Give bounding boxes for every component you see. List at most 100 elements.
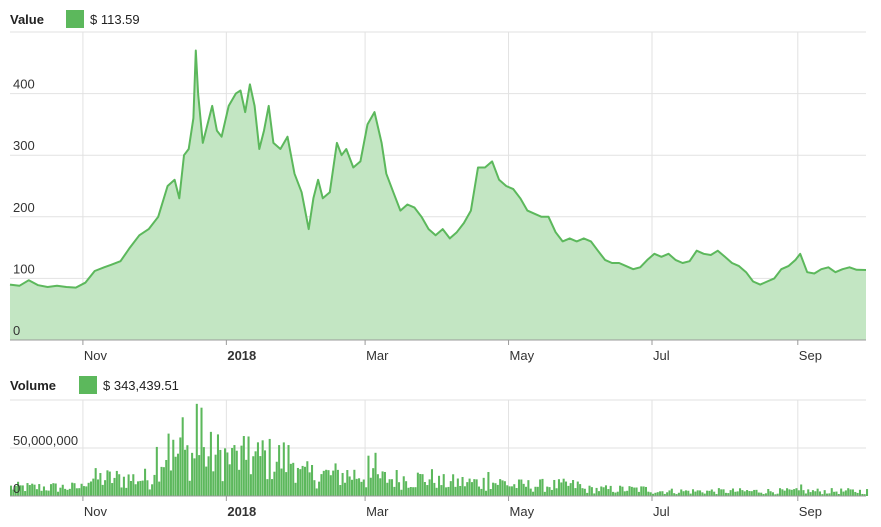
volume-bar (132, 474, 135, 496)
volume-bar (762, 494, 765, 496)
volume-bar (626, 490, 629, 496)
volume-bar (677, 492, 680, 496)
volume-bar (259, 456, 262, 496)
volume-bar (447, 486, 450, 496)
volume-bar (278, 445, 281, 496)
volume-bar (188, 480, 191, 496)
volume-bar (840, 488, 843, 496)
volume-bar (452, 474, 455, 496)
volume-bar (52, 483, 55, 496)
volume-bar (539, 479, 542, 496)
volume-bar (301, 465, 304, 496)
volume-bar (273, 471, 276, 496)
volume-bar (501, 480, 504, 496)
volume-bar (818, 491, 822, 496)
volume-bar (85, 486, 88, 496)
volume-bar (99, 473, 102, 496)
volume-bar (703, 493, 706, 496)
volume-bar (341, 472, 344, 496)
volume-bar (332, 470, 335, 496)
volume-bar (101, 484, 104, 496)
volume-bar (466, 482, 469, 496)
volume-bar (155, 446, 158, 496)
volume-bar (574, 488, 577, 496)
volume-bar (322, 470, 325, 496)
volume-bar (851, 489, 854, 496)
volume-bar (438, 475, 441, 496)
volume-bar (708, 490, 711, 496)
volume-bar (409, 487, 412, 496)
volume-bar (673, 493, 676, 496)
volume-bar (141, 480, 144, 496)
volume-y-tick-label: 50,000,000 (13, 433, 78, 448)
volume-bar (701, 492, 704, 496)
volume-bar (485, 490, 488, 496)
volume-bar (581, 488, 584, 496)
volume-bar (47, 490, 50, 496)
volume-bar (609, 485, 612, 496)
volume-bar (675, 494, 678, 496)
volume-bar (644, 486, 647, 496)
volume-bar (254, 451, 257, 496)
value-x-tick-label: Mar (366, 348, 389, 363)
volume-y-ticks: 0 50,000,000 (13, 433, 78, 496)
volume-bar (433, 482, 436, 496)
volume-x-ticks: Nov 2018 Mar May Jul Sep (10, 495, 866, 519)
volume-bar (226, 452, 229, 496)
volume-bar (325, 469, 328, 496)
volume-bar (456, 478, 459, 496)
volume-bar (656, 492, 659, 496)
volume-bar (517, 479, 521, 496)
volume-bar (562, 478, 565, 496)
volume-bar (637, 491, 640, 496)
volume-bar (299, 469, 302, 496)
volume-bar (256, 442, 259, 496)
volume-bar (282, 442, 285, 496)
volume-bar (106, 470, 109, 496)
volume-bar (198, 455, 201, 496)
value-area-fill (10, 50, 866, 340)
volume-bar (179, 437, 182, 496)
volume-bar (826, 493, 829, 496)
volume-bar (612, 491, 615, 496)
volume-bar (668, 490, 671, 496)
volume-bar (659, 491, 662, 496)
volume-bar (781, 489, 784, 496)
volume-bar (172, 439, 175, 496)
volume-bar (416, 472, 419, 496)
volume-bar (710, 489, 713, 496)
volume-bar (268, 438, 271, 496)
volume-bar (33, 484, 36, 496)
volume-bar (238, 469, 241, 496)
volume-bar (167, 433, 170, 496)
volume-bar (71, 482, 74, 496)
value-x-tick-label: Nov (84, 348, 108, 363)
volume-bar (694, 491, 697, 496)
volume-bar (767, 489, 770, 496)
volume-bar (87, 482, 90, 496)
volume-bar (327, 470, 330, 496)
volume-bar (635, 487, 638, 496)
volume-bar (369, 477, 372, 496)
volume-bar (362, 479, 365, 496)
volume-bar (555, 488, 558, 496)
volume-bar (35, 489, 38, 496)
volume-bar-series (10, 403, 869, 496)
volume-bar (522, 483, 525, 496)
volume-bar (355, 478, 358, 496)
volume-bar (372, 468, 375, 496)
volume-bar (280, 468, 283, 496)
volume-bar (543, 491, 546, 496)
volume-bar (487, 472, 490, 496)
volume-bar (365, 487, 368, 496)
value-legend-value: $ 113.59 (90, 12, 140, 27)
volume-x-tick-label: May (510, 504, 535, 519)
volume-bar (263, 450, 267, 496)
volume-bar (308, 472, 311, 496)
volume-bar (367, 455, 370, 496)
volume-bar (666, 492, 669, 496)
volume-bar (861, 493, 864, 496)
volume-bar (508, 486, 511, 496)
volume-bar (68, 488, 71, 496)
